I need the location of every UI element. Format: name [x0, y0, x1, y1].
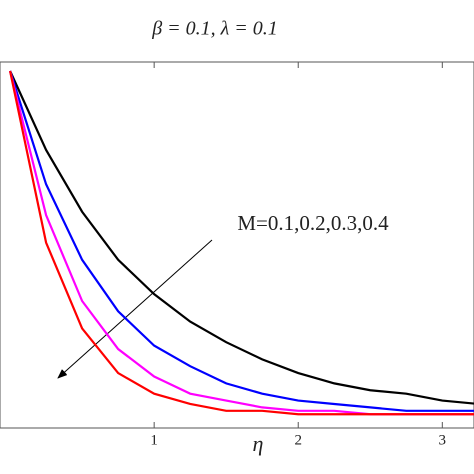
line-series — [9, 70, 474, 405]
line-series — [9, 70, 474, 416]
x-tick-label: 3 — [439, 432, 447, 448]
line-series — [9, 70, 474, 412]
plot-frame — [0, 61, 474, 429]
x-tick-label: 2 — [294, 432, 302, 448]
line-series — [9, 70, 474, 416]
x-tick-label: 1 — [150, 432, 158, 448]
x-axis-label: η — [253, 431, 264, 456]
annotation: M=0.1,0.2,0.3,0.4 — [237, 211, 389, 235]
chart-title: β = 0.1, λ = 0.1 — [151, 18, 278, 40]
annotation-arrow — [57, 239, 213, 379]
